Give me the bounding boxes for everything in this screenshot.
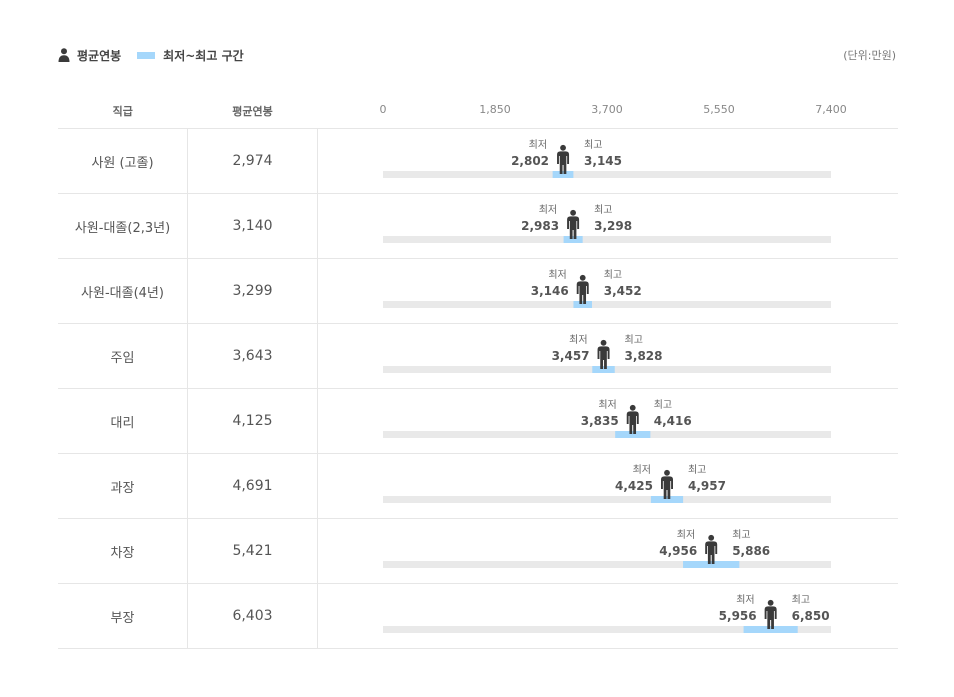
chart-cell — [317, 128, 898, 194]
rank-cell: 대리 — [58, 388, 188, 454]
rank-cell: 주임 — [58, 323, 188, 389]
table-row: 사원-대졸(4년) 3,299 — [58, 258, 898, 324]
chart-cell — [317, 453, 898, 519]
avg-cell: 3,643 — [187, 323, 318, 389]
table-row: 사원-대졸(2,3년) 3,140 — [58, 193, 898, 259]
column-header-axis — [317, 93, 898, 129]
rank-cell: 사원 (고졸) — [58, 128, 188, 194]
salary-table: 직급 평균연봉 사원 (고졸) 2,974 사원-대졸(2,3년) 3,140 … — [58, 93, 898, 649]
chart-cell — [317, 323, 898, 389]
column-header-avg: 평균연봉 — [187, 93, 318, 129]
avg-cell: 5,421 — [187, 518, 318, 584]
legend-avg-label: 평균연봉 — [77, 48, 122, 63]
person-icon — [58, 48, 70, 62]
rank-cell: 사원-대졸(4년) — [58, 258, 188, 324]
legend: 평균연봉 최저~최고 구간 — [58, 44, 244, 66]
table-row: 차장 5,421 — [58, 518, 898, 584]
rank-cell: 차장 — [58, 518, 188, 584]
avg-cell: 2,974 — [187, 128, 318, 194]
unit-label: (단위:만원) — [843, 49, 896, 62]
rank-cell: 과장 — [58, 453, 188, 519]
avg-cell: 3,140 — [187, 193, 318, 259]
rank-cell: 사원-대졸(2,3년) — [58, 193, 188, 259]
avg-cell: 6,403 — [187, 583, 318, 649]
chart-cell — [317, 388, 898, 454]
legend-range-swatch — [137, 51, 156, 59]
rank-cell: 부장 — [58, 583, 188, 649]
table-row: 주임 3,643 — [58, 323, 898, 389]
avg-cell: 4,691 — [187, 453, 318, 519]
avg-cell: 3,299 — [187, 258, 318, 324]
chart-cell — [317, 193, 898, 259]
table-row: 부장 6,403 — [58, 583, 898, 649]
table-row: 대리 4,125 — [58, 388, 898, 454]
legend-range-label: 최저~최고 구간 — [163, 48, 244, 63]
chart-cell — [317, 518, 898, 584]
table-row: 과장 4,691 — [58, 453, 898, 519]
avg-cell: 4,125 — [187, 388, 318, 454]
table-row: 사원 (고졸) 2,974 — [58, 128, 898, 194]
chart-cell — [317, 583, 898, 649]
column-header-rank: 직급 — [58, 93, 188, 129]
chart-cell — [317, 258, 898, 324]
